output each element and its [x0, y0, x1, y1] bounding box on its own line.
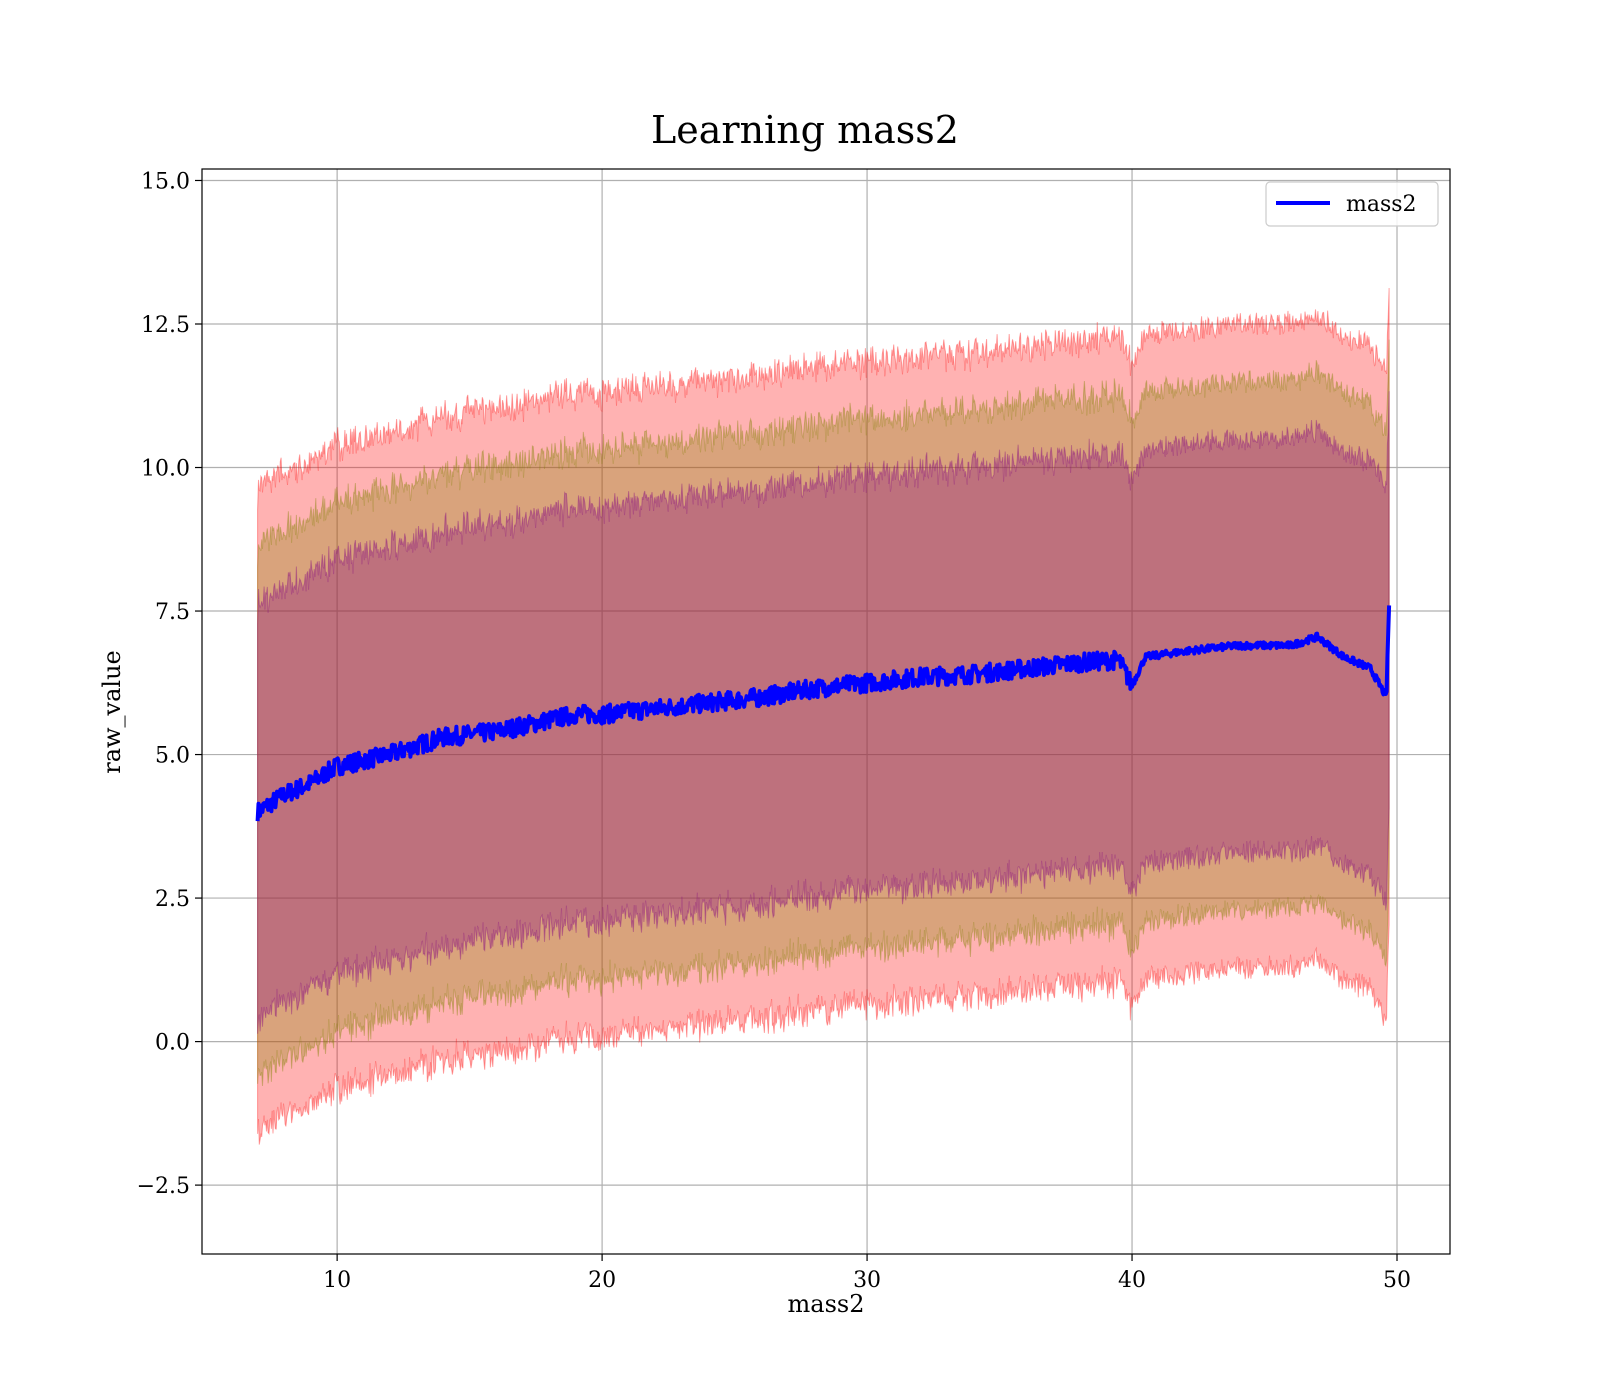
- band-3-sigma: [257, 287, 1390, 1145]
- y-tick-label: 2.5: [155, 887, 190, 912]
- x-axis-label: mass2: [788, 1290, 865, 1318]
- y-axis-label: raw_value: [98, 650, 126, 774]
- x-axis-ticks: 10 20 30 40 50: [323, 1254, 1411, 1293]
- y-tick-label: 0.0: [155, 1031, 190, 1056]
- y-tick-label: −2.5: [137, 1174, 190, 1199]
- y-tick-label: 15.0: [141, 169, 190, 194]
- x-tick-label: 50: [1383, 1268, 1411, 1293]
- x-tick-label: 30: [853, 1268, 881, 1293]
- x-tick-label: 20: [588, 1268, 616, 1293]
- band-2-sigma: [257, 339, 1390, 1087]
- plot-frame: [201, 168, 1451, 1255]
- y-tick-label: 5.0: [155, 744, 190, 769]
- confidence-bands: [257, 287, 1390, 1145]
- series-lines: [255, 605, 1392, 822]
- x-tick-label: 40: [1118, 1268, 1146, 1293]
- grid-lines: [202, 169, 1450, 1254]
- y-tick-label: 12.5: [141, 313, 190, 338]
- y-axis-ticks: −2.5 0.0 2.5 5.0 7.5 10.0 12.5 15.0: [137, 169, 202, 1199]
- y-tick-label: 7.5: [155, 600, 190, 625]
- chart-title: Learning mass2: [651, 108, 959, 152]
- legend: mass2: [1265, 181, 1439, 227]
- y-tick-label: 10.0: [141, 457, 190, 482]
- series-line-mass2: [255, 605, 1392, 822]
- x-tick-label: 10: [323, 1268, 351, 1293]
- band-1-sigma: [257, 391, 1390, 1034]
- legend-label-mass2: mass2: [1346, 192, 1417, 217]
- legend-box: [1265, 181, 1439, 227]
